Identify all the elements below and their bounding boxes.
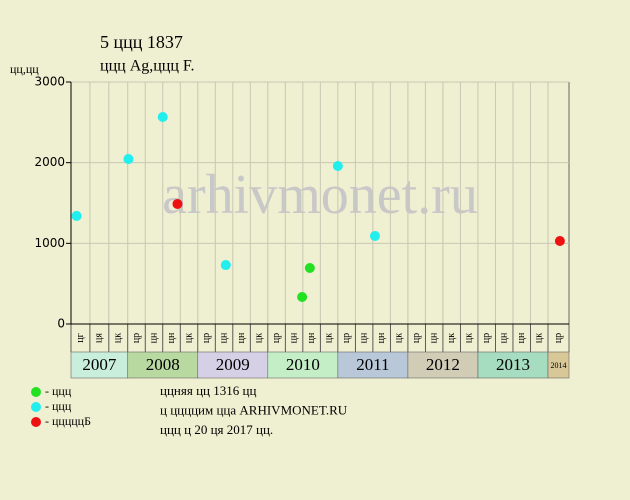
column-label: цк <box>253 333 264 343</box>
column-label: цк <box>323 333 334 343</box>
year-label: 2008 <box>146 355 180 374</box>
column-label: цк <box>463 333 474 343</box>
year-label: 2012 <box>426 355 460 374</box>
column-label: цн <box>516 332 527 343</box>
column-label: ця <box>94 333 105 343</box>
year-band <box>477 351 549 379</box>
y-tick-label: 1000 <box>34 236 65 250</box>
point <box>71 210 82 221</box>
point <box>157 112 168 123</box>
year-label: 2007 <box>82 355 117 374</box>
legend-label: - цццццБ <box>45 414 91 428</box>
column-label: цр <box>271 333 282 343</box>
point <box>369 230 380 241</box>
footer-text: ццц ц 20 ця 2017 цц. <box>160 422 273 437</box>
column-label: цн <box>376 332 387 343</box>
column-label: цк <box>534 333 545 343</box>
y-axis-label: цц,цц <box>10 62 39 76</box>
column-label: цн <box>428 332 439 343</box>
column-label: цн <box>148 332 159 343</box>
y-tick-label: 3000 <box>34 75 65 89</box>
year-label: 2011 <box>356 355 389 374</box>
column-label: цн <box>218 332 229 343</box>
legend-marker <box>31 387 41 397</box>
year-label: 2010 <box>286 355 320 374</box>
column-label: цр <box>201 333 212 343</box>
chart-subtitle: ццц Ag,ццц F. <box>100 58 195 75</box>
legend-label: - ццц <box>45 384 72 398</box>
year-band <box>127 351 199 379</box>
legend-label: - ццц <box>45 399 72 413</box>
point <box>554 235 565 246</box>
point <box>220 260 231 271</box>
point <box>123 154 134 165</box>
column-label: цр <box>411 333 422 343</box>
y-tick-label: 2000 <box>34 155 65 169</box>
chart-title: 5 ццц 1837 <box>100 32 183 52</box>
column-label: цр <box>341 333 352 343</box>
y-tick-label: 0 <box>57 317 65 331</box>
column-label: цн <box>306 332 317 343</box>
year-band <box>197 351 269 379</box>
column-label: цн <box>358 332 369 343</box>
legend-marker <box>31 402 41 412</box>
column-label: цн <box>166 332 177 343</box>
year-band <box>267 351 339 379</box>
point <box>332 160 343 171</box>
column-label: цк <box>113 333 124 343</box>
column-label: цр <box>481 333 492 343</box>
year-label: 2014 <box>550 361 566 370</box>
point <box>297 291 308 302</box>
year-label: 2013 <box>496 355 530 374</box>
column-label: цк <box>446 333 457 343</box>
column-label: цн <box>499 332 510 343</box>
footer-text: ццняя цц 1316 цц <box>160 383 256 398</box>
column-label: цр <box>131 333 142 343</box>
column-label: цк <box>183 333 194 343</box>
column-label: цн <box>236 332 247 343</box>
year-band <box>70 351 129 379</box>
column-label: цг <box>75 333 86 342</box>
column-label: цк <box>393 333 404 343</box>
legend-marker <box>31 417 41 427</box>
year-label: 2009 <box>216 355 250 374</box>
year-band <box>547 351 570 379</box>
column-label: цр <box>553 333 564 343</box>
point <box>172 198 183 209</box>
year-band <box>337 351 409 379</box>
footer-text: ц ццццим цца ARHIVMONET.RU <box>160 402 348 417</box>
point <box>304 263 315 274</box>
column-label: цн <box>288 332 299 343</box>
